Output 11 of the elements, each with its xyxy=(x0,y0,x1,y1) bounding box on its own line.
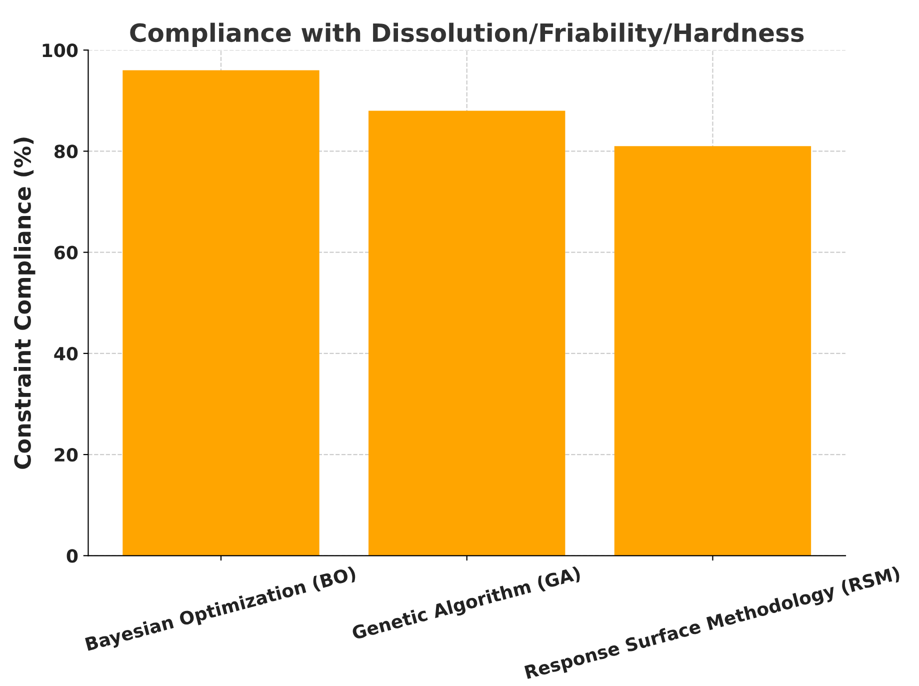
y-tick-label: 20 xyxy=(54,448,78,462)
y-tick-label: 60 xyxy=(54,246,78,260)
y-tick-label: 100 xyxy=(42,44,78,58)
bar xyxy=(122,70,320,556)
bar xyxy=(368,110,566,556)
bar xyxy=(614,146,812,556)
y-tick-label: 40 xyxy=(54,346,78,361)
y-axis-title: Constraint Compliance (%) xyxy=(14,138,36,469)
chart-title: Compliance with Dissolution/Friability/Hardness xyxy=(130,22,804,48)
y-tick-label: 0 xyxy=(66,549,78,563)
y-tick-label: 80 xyxy=(54,144,78,158)
